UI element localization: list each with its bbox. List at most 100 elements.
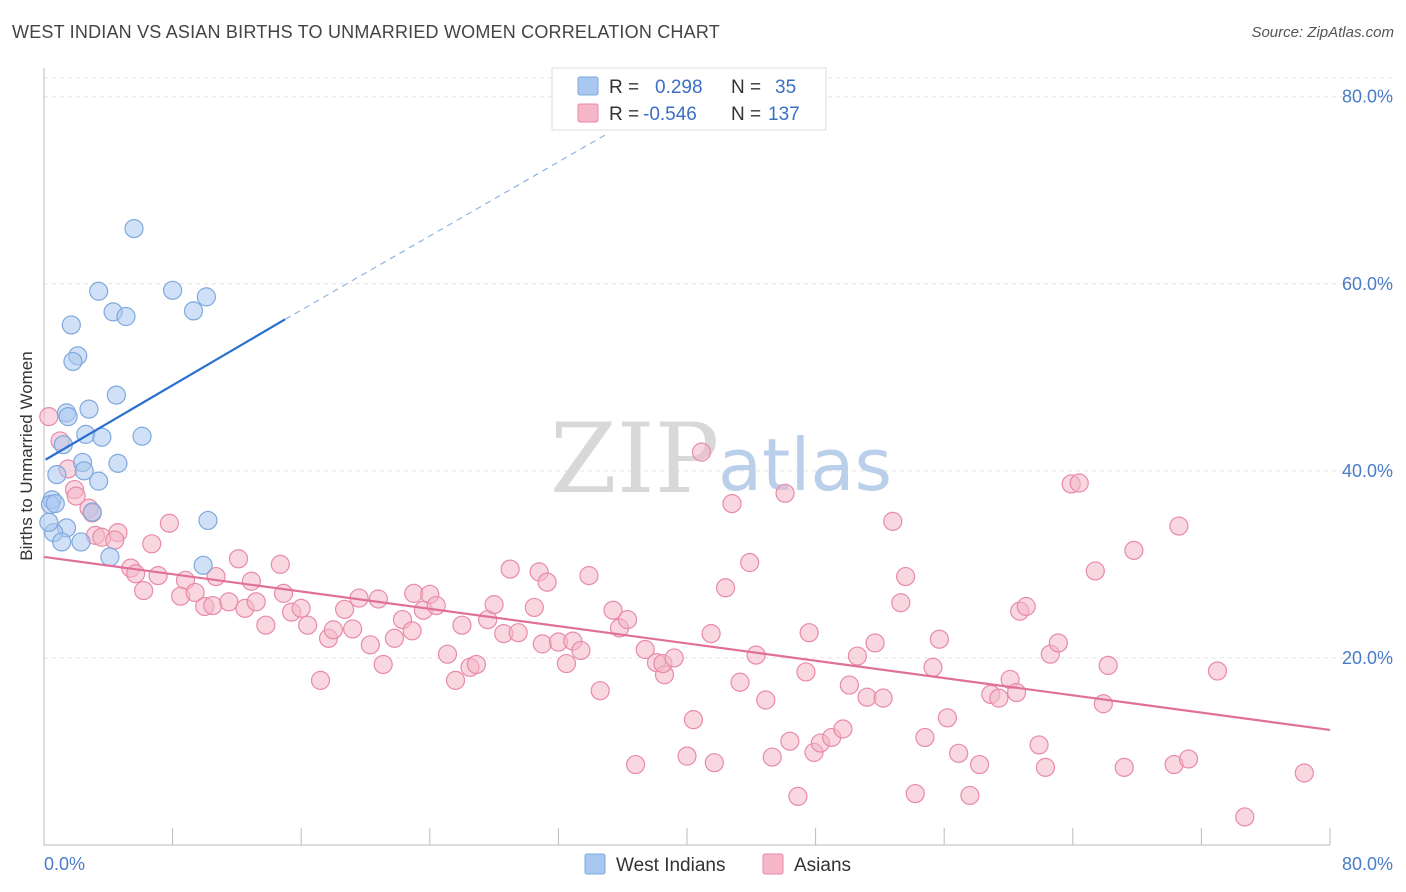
chart-title: WEST INDIAN VS ASIAN BIRTHS TO UNMARRIED… [12, 22, 720, 42]
watermark-zip: ZIP [550, 403, 719, 515]
point-asians [740, 552, 760, 573]
point-asians [1114, 757, 1134, 777]
point-asians [949, 743, 969, 763]
point-asians [402, 621, 422, 641]
point-asians [677, 746, 697, 766]
point-west-indians [89, 471, 109, 491]
point-asians [883, 511, 903, 531]
point-asians [373, 654, 393, 675]
bottom-legend-swatch-west-indians [584, 853, 606, 875]
x-tick-label-max: 80.0% [1342, 854, 1393, 874]
point-asians [203, 595, 223, 616]
point-asians [691, 442, 712, 462]
point-asians [1069, 473, 1089, 493]
point-asians [39, 407, 59, 427]
point-asians [291, 598, 311, 618]
point-asians [969, 754, 990, 775]
point-asians [1124, 540, 1144, 560]
legend-n-label-2: N = [731, 104, 761, 125]
point-asians [323, 620, 343, 640]
legend-r-label-2: R = [609, 104, 639, 125]
point-asians [799, 623, 819, 643]
point-asians [865, 633, 885, 653]
point-west-indians [100, 547, 120, 567]
point-asians [537, 572, 557, 592]
point-asians [105, 530, 125, 550]
point-west-indians [106, 385, 126, 405]
point-asians [937, 708, 958, 728]
point-west-indians [74, 461, 94, 481]
point-asians [746, 645, 766, 665]
point-asians [683, 710, 704, 730]
point-west-indians [39, 512, 59, 532]
point-west-indians [61, 315, 81, 335]
point-asians [228, 549, 249, 569]
point-asians [452, 615, 472, 635]
x-tick-label-min: 0.0% [44, 854, 85, 874]
point-west-indians [116, 306, 136, 327]
point-west-indians [183, 301, 204, 321]
point-asians [159, 513, 179, 533]
point-asians [1178, 749, 1199, 769]
point-west-indians [198, 510, 218, 531]
point-asians [310, 670, 331, 690]
point-asians [1235, 807, 1255, 827]
point-asians [256, 615, 276, 635]
y-tick-labels: 20.0% 40.0% 60.0% 80.0% [1342, 87, 1393, 668]
point-asians [929, 629, 949, 649]
point-asians [579, 566, 599, 586]
point-asians [508, 623, 528, 643]
point-asians [66, 486, 86, 506]
point-asians [847, 646, 867, 666]
point-asians [1169, 516, 1189, 536]
trend-line-west-indians [45, 318, 286, 461]
y-tick-label: 20.0% [1342, 648, 1393, 668]
point-asians [148, 566, 168, 586]
point-asians [445, 670, 466, 690]
point-west-indians [132, 426, 152, 446]
point-west-indians [108, 453, 128, 473]
point-west-indians [45, 493, 65, 514]
point-asians [722, 493, 742, 514]
y-tick-label: 60.0% [1342, 274, 1393, 294]
point-west-indians [63, 351, 83, 372]
legend-r-label-1: R = [609, 77, 639, 98]
legend-r-value-2: -0.546 [643, 104, 697, 125]
point-asians [833, 719, 853, 739]
point-asians [873, 688, 893, 708]
point-asians [1098, 655, 1118, 676]
point-west-indians [124, 218, 144, 239]
point-asians [839, 675, 859, 695]
point-asians [484, 595, 504, 615]
point-asians [891, 593, 911, 613]
stats-legend: R = 0.298 N = 35 R = -0.546 N = 137 [551, 67, 827, 131]
point-asians [715, 578, 736, 598]
point-west-indians [82, 502, 102, 522]
point-asians [915, 727, 935, 748]
point-asians [780, 731, 800, 751]
watermark-atlas: atlas [718, 423, 892, 507]
point-asians [571, 640, 591, 661]
point-asians [603, 600, 623, 620]
point-asians [857, 687, 877, 707]
point-asians [960, 785, 980, 806]
point-asians [142, 534, 162, 554]
point-asians [524, 597, 544, 618]
point-asians [730, 672, 750, 692]
point-asians [368, 589, 388, 609]
point-asians [556, 653, 577, 674]
point-west-indians [79, 399, 99, 419]
y-tick-label: 40.0% [1342, 461, 1393, 481]
point-asians [1085, 561, 1105, 581]
point-asians [360, 635, 380, 655]
series-legend: West Indians Asians [584, 853, 851, 876]
point-asians [590, 681, 610, 701]
point-asians [617, 609, 638, 630]
point-asians [335, 599, 355, 619]
point-asians [273, 583, 294, 603]
point-asians [270, 554, 290, 574]
source-label: Source: ZipAtlas.com [1251, 24, 1394, 41]
point-asians [923, 657, 943, 677]
point-asians [437, 644, 458, 664]
